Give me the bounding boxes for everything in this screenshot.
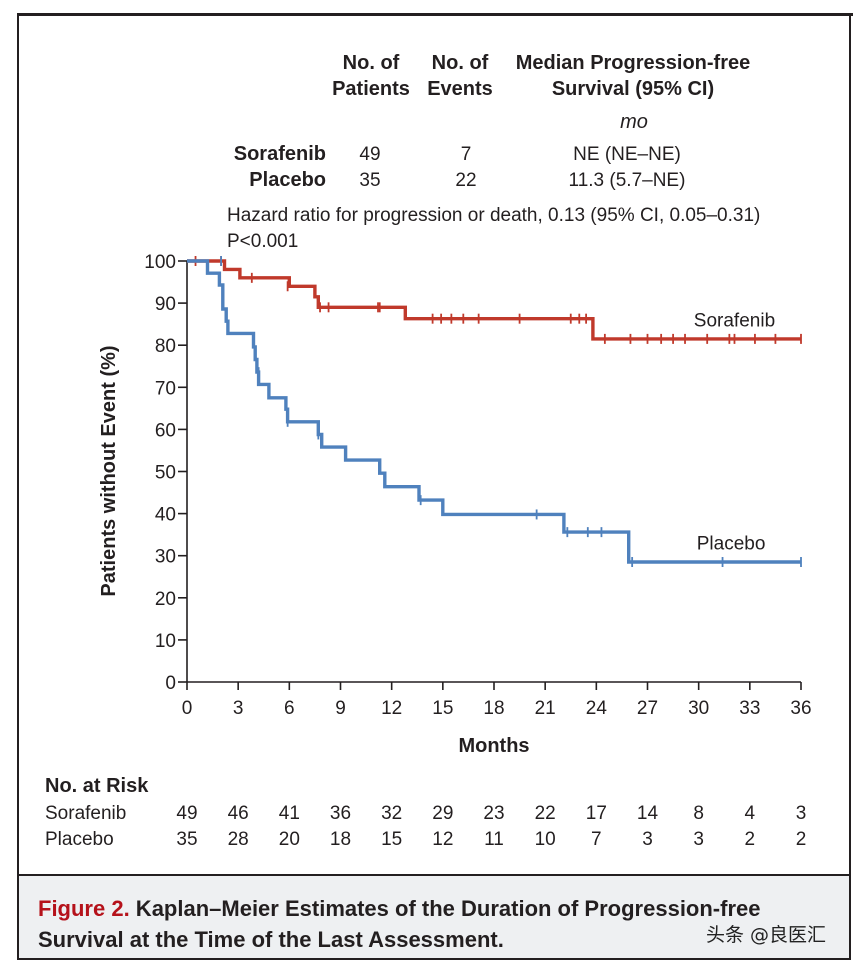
- risk-value-placebo: 3: [693, 829, 704, 850]
- header-median-line1: Median Progression-free: [515, 52, 751, 74]
- x-axis-label: Months: [458, 735, 529, 757]
- risk-placebo-name: Placebo: [45, 829, 114, 850]
- row-sorafenib-patients: 49: [359, 144, 381, 165]
- risk-value-placebo: 2: [744, 829, 756, 850]
- row-placebo-name: Placebo: [249, 169, 326, 191]
- x-tick-label: 30: [688, 698, 709, 719]
- x-tick-label: 15: [432, 698, 453, 719]
- risk-value-placebo: 11: [484, 829, 504, 850]
- risk-value-sorafenib: 32: [381, 803, 403, 824]
- figure-label: Figure 2.: [38, 896, 130, 921]
- risk-value-sorafenib: 36: [329, 803, 352, 824]
- risk-sorafenib-name: Sorafenib: [45, 803, 127, 824]
- risk-value-sorafenib: 46: [227, 803, 249, 824]
- header-events: No. of Events: [418, 50, 502, 102]
- x-tick-label: 21: [535, 698, 556, 719]
- y-tick-label: 90: [155, 294, 176, 315]
- header-events-line1: No. of: [431, 52, 489, 74]
- x-tick-label: 27: [637, 698, 658, 719]
- header-unit: mo: [620, 111, 648, 133]
- series-line-sorafenib: [187, 259, 801, 341]
- header-events-line2: Events: [427, 78, 493, 100]
- header-patients-line2: Patients: [332, 78, 410, 100]
- x-tick-label: 9: [335, 698, 346, 719]
- series-label-placebo: Placebo: [697, 533, 766, 554]
- caption-band: [19, 874, 849, 958]
- x-tick-label: 6: [284, 698, 295, 719]
- risk-value-placebo: 7: [591, 829, 602, 850]
- row-placebo-median: 11.3 (5.7–NE): [568, 170, 686, 191]
- risk-value-sorafenib: 49: [176, 803, 198, 824]
- risk-value-placebo: 20: [278, 829, 300, 850]
- risk-value-sorafenib: 3: [795, 803, 807, 824]
- risk-value-sorafenib: 4: [744, 803, 756, 824]
- y-tick-label: 50: [155, 463, 176, 484]
- risk-value-placebo: 3: [642, 829, 653, 850]
- row-placebo-patients: 35: [359, 170, 381, 191]
- row-sorafenib-name: Sorafenib: [233, 143, 326, 165]
- figure-frame: [17, 16, 851, 960]
- x-tick-label: 0: [182, 698, 193, 719]
- y-tick-label: 0: [165, 673, 176, 694]
- x-tick-label: 3: [233, 698, 244, 719]
- row-sorafenib-median: NE (NE–NE): [573, 144, 681, 165]
- y-tick-label: 40: [155, 505, 176, 526]
- risk-value-sorafenib: 41: [278, 803, 300, 824]
- header-patients: No. of Patients: [326, 50, 416, 102]
- y-tick-label: 70: [155, 378, 176, 399]
- y-tick-label: 10: [155, 631, 176, 652]
- risk-value-placebo: 35: [176, 829, 198, 850]
- y-tick-label: 80: [155, 336, 176, 357]
- risk-value-placebo: 28: [227, 829, 249, 850]
- x-tick-label: 24: [586, 698, 608, 719]
- chart-series: Sorafenib Placebo: [187, 256, 802, 568]
- risk-value-placebo: 15: [381, 829, 403, 850]
- risk-value-sorafenib: 8: [693, 803, 704, 824]
- risk-value-sorafenib: 17: [585, 803, 607, 824]
- series-label-sorafenib: Sorafenib: [694, 310, 775, 331]
- risk-value-placebo: 2: [795, 829, 807, 850]
- y-axis-label: Patients without Event (%): [98, 345, 120, 596]
- risk-value-sorafenib: 23: [483, 803, 505, 824]
- risk-value-sorafenib: 29: [432, 803, 454, 824]
- risk-value-sorafenib: 14: [636, 803, 659, 824]
- figure-caption-text: Kaplan–Meier Estimates of the Duration o…: [38, 896, 761, 952]
- x-tick-label: 18: [483, 698, 504, 719]
- risk-title: No. at Risk: [45, 775, 149, 797]
- y-tick-label: 20: [155, 589, 176, 610]
- x-tick-label: 36: [790, 698, 811, 719]
- p-value-text: P<0.001: [227, 231, 299, 252]
- row-sorafenib-events: 7: [460, 144, 472, 165]
- watermark-text: 头条 @良医汇: [706, 924, 827, 946]
- series-line-placebo: [187, 259, 801, 564]
- hazard-ratio-text: Hazard ratio for progression or death, 0…: [227, 205, 761, 226]
- header-median: Median Progression-free Survival (95% CI…: [504, 50, 762, 102]
- risk-value-placebo: 18: [329, 829, 352, 850]
- y-tick-label: 100: [144, 252, 176, 273]
- y-tick-label: 60: [155, 420, 176, 441]
- risk-value-placebo: 10: [534, 829, 556, 850]
- row-placebo-events: 22: [455, 170, 477, 191]
- x-tick-label: 33: [739, 698, 760, 719]
- x-tick-label: 12: [381, 698, 402, 719]
- figure-caption: Figure 2. Kaplan–Meier Estimates of the …: [38, 893, 838, 955]
- risk-value-placebo: 12: [432, 829, 454, 850]
- header-median-line2: Survival (95% CI): [551, 78, 715, 100]
- risk-value-sorafenib: 22: [534, 803, 556, 824]
- header-patients-line1: No. of: [342, 52, 400, 74]
- top-rule: [17, 13, 853, 16]
- y-tick-label: 30: [155, 547, 176, 568]
